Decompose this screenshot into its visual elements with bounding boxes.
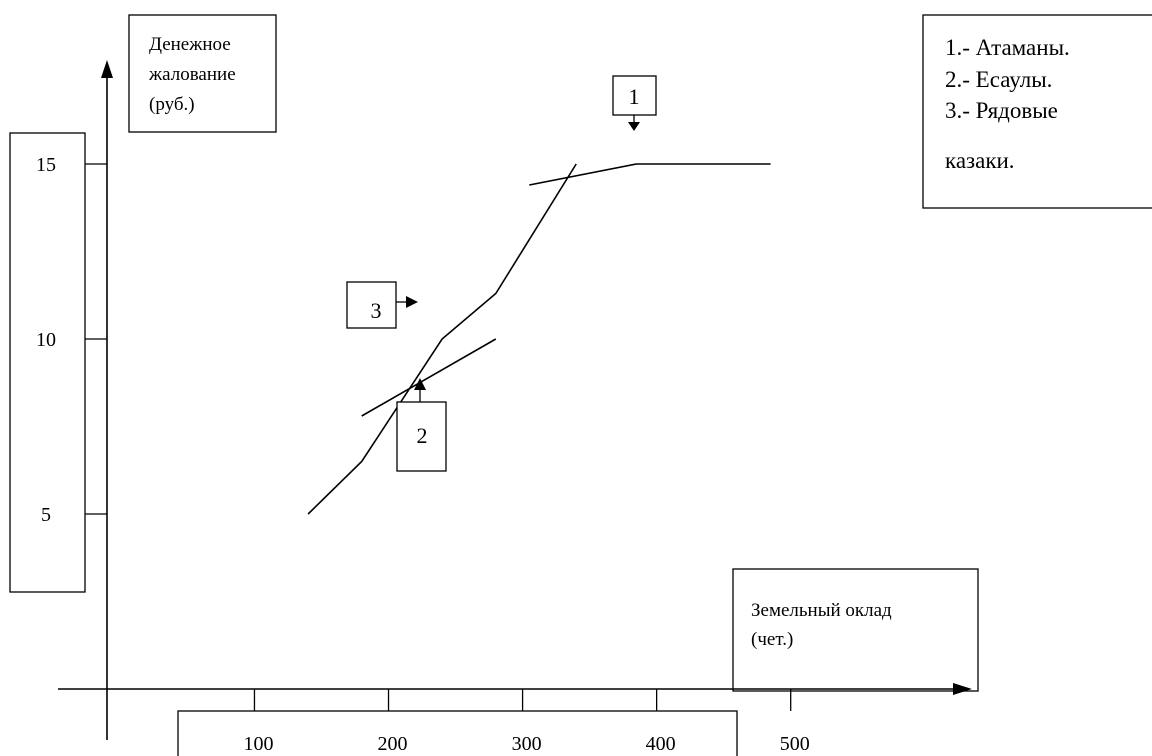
x-tick-label: 500 <box>780 733 810 755</box>
y-ticks: 15 10 5 <box>36 154 107 526</box>
y-tick-label: 5 <box>41 504 51 526</box>
y-axis-title-line-3: (руб.) <box>149 94 195 115</box>
legend-line-4: казаки. <box>945 148 1015 173</box>
series-line-2 <box>361 338 497 417</box>
series-line-3 <box>307 163 577 515</box>
x-axis-arrowhead <box>953 683 972 695</box>
x-axis-title-line-1: Земельный оклад <box>751 600 892 621</box>
annotation-3: 3 <box>346 281 418 329</box>
x-tick-label: 200 <box>378 733 408 755</box>
x-axis-title-box <box>732 568 979 692</box>
axes <box>58 60 972 740</box>
legend-line-3: 3.- Рядовые <box>945 98 1058 123</box>
annotation-3-box <box>346 281 397 329</box>
y-axis-title-line-2: жалование <box>148 64 236 85</box>
annotation-1: 1 <box>612 75 657 131</box>
annotation-3-label: 3 <box>371 298 382 323</box>
annotation-3-arrowhead <box>406 296 418 308</box>
x-tick-label-box <box>177 710 738 756</box>
y-axis-title-line-1: Денежное <box>149 34 231 55</box>
legend: 1.- Атаманы. 2.- Есаулы. 3.- Рядовые каз… <box>922 14 1152 209</box>
legend-line-2: 2.- Есаулы. <box>945 67 1052 92</box>
x-tick-label: 300 <box>512 733 542 755</box>
legend-line-1: 1.- Атаманы. <box>945 35 1070 60</box>
annotation-2: 2 <box>396 378 447 472</box>
x-tick-label: 100 <box>243 733 273 755</box>
annotation-1-label: 1 <box>629 84 640 109</box>
y-tick-label-box <box>9 132 86 593</box>
y-tick-label: 15 <box>36 154 56 176</box>
y-tick-label: 10 <box>36 329 56 351</box>
annotation-2-label: 2 <box>417 423 428 448</box>
annotation-2-arrowhead <box>414 378 426 390</box>
legend-box <box>922 14 1152 209</box>
series-line-1 <box>529 163 771 186</box>
y-axis-arrowhead <box>101 60 113 78</box>
x-axis-title-line-2: (чет.) <box>751 629 793 650</box>
x-axis-title: Земельный оклад (чет.) <box>732 568 979 692</box>
x-tick-label: 400 <box>646 733 676 755</box>
y-axis-title-box <box>128 14 277 133</box>
x-ticks: 100 200 300 400 500 <box>243 689 810 755</box>
series-layer <box>307 163 771 515</box>
y-axis-title: Денежное жалование (руб.) <box>128 14 277 133</box>
annotation-2-box <box>396 401 447 472</box>
annotation-1-arrowhead <box>628 122 640 131</box>
